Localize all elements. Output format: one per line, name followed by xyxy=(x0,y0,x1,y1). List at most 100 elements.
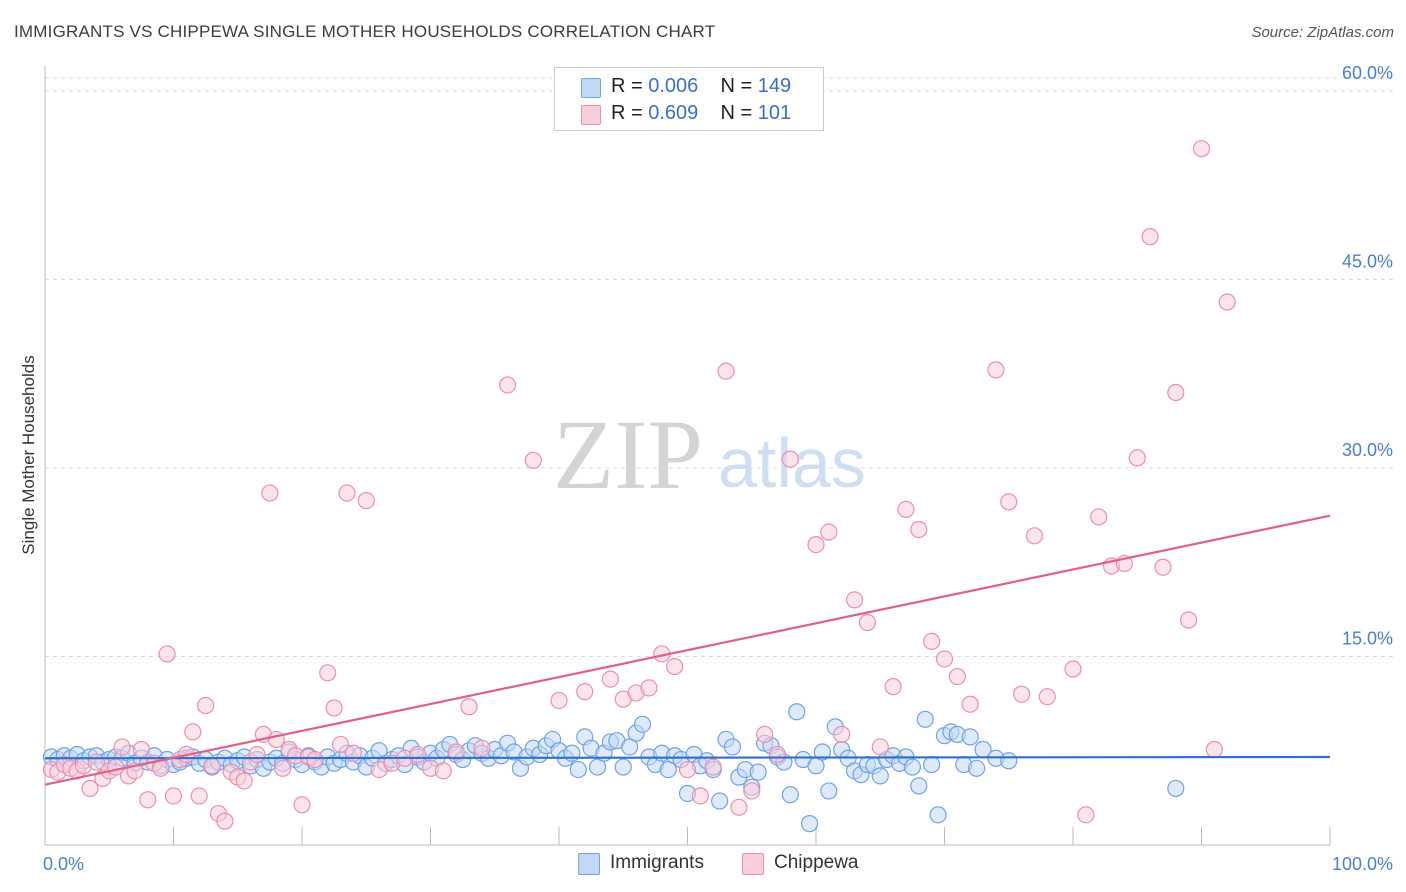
y-tick-label: 15.0% xyxy=(1342,628,1393,648)
chippewa-point xyxy=(338,484,356,502)
chippewa-point xyxy=(781,450,799,468)
chippewa-point xyxy=(248,745,266,764)
chippewa-point xyxy=(197,696,215,715)
immigrants-point xyxy=(781,786,799,804)
immigrants-point xyxy=(621,738,639,756)
tick-labels: 15.0% 30.0% 45.0% 60.0% 0.0% 100.0% xyxy=(43,63,1393,874)
chippewa-point xyxy=(1064,660,1082,678)
chippewa-point xyxy=(704,758,722,776)
immigrants-legend-swatch xyxy=(578,853,600,875)
chippewa-point xyxy=(768,745,787,764)
chippewa-points xyxy=(42,140,1236,830)
axes xyxy=(44,66,1331,846)
chippewa-point xyxy=(601,670,620,688)
chippewa-point xyxy=(325,699,343,717)
chippewa-point xyxy=(1090,508,1108,526)
chippewa-point xyxy=(499,376,517,394)
chippewa-point xyxy=(640,679,658,697)
immigrants-point xyxy=(871,767,889,785)
chippewa-point xyxy=(409,745,427,764)
immigrants-point xyxy=(749,763,767,781)
y-tick-label: 45.0% xyxy=(1342,251,1393,271)
chippewa-point xyxy=(858,613,877,632)
legend-r-label: R = xyxy=(611,75,643,97)
chippewa-point xyxy=(331,735,350,754)
chippewa-point xyxy=(884,678,902,696)
immigrants-point xyxy=(711,792,729,810)
chippewa-point xyxy=(743,782,761,800)
chippewa-point xyxy=(845,591,864,609)
watermark-zip: ZIP xyxy=(553,399,703,510)
chippewa-point xyxy=(473,739,491,757)
chippewa-point xyxy=(1154,558,1172,576)
legend-n-label: N = xyxy=(720,102,753,124)
x-tick-label: 100.0% xyxy=(1332,854,1393,874)
chippewa-point xyxy=(113,738,131,756)
chippewa-trend-line xyxy=(44,514,1331,786)
immigrants-point xyxy=(1000,752,1018,770)
immigrants-point xyxy=(813,743,832,761)
chippewa-point xyxy=(524,451,542,469)
chippewa-point xyxy=(678,760,697,779)
chippewa-legend-swatch xyxy=(742,853,764,875)
immigrants-point xyxy=(968,759,986,777)
immigrants-point xyxy=(800,815,819,833)
chippewa-point xyxy=(216,812,234,830)
legend-r-label: R = xyxy=(611,102,643,124)
chippewa-point xyxy=(447,743,465,761)
immigrants-point xyxy=(723,738,742,756)
chippewa-point xyxy=(550,691,568,710)
chippewa-point xyxy=(460,698,478,716)
chippewa-point xyxy=(755,725,774,743)
legend-r-value-immigrants: 0.006 xyxy=(648,75,699,97)
immigrants-point xyxy=(929,806,947,824)
chippewa-point xyxy=(357,492,375,510)
watermark: ZIP atlas xyxy=(553,399,866,510)
immigrants-point xyxy=(588,758,607,776)
chippewa-point xyxy=(923,632,941,650)
immigrants-point xyxy=(569,760,587,779)
chippewa-point xyxy=(139,791,157,809)
immigrants-trend-line xyxy=(44,755,1331,760)
chippewa-point xyxy=(319,664,337,682)
chippewa-point xyxy=(897,500,915,519)
legend-n-label: N = xyxy=(720,75,753,97)
chippewa-point xyxy=(910,520,928,539)
chippewa-point xyxy=(717,362,735,380)
trend-lines xyxy=(44,514,1331,786)
y-axis-label: Single Mother Households xyxy=(19,355,38,554)
chippewa-point xyxy=(306,750,324,769)
legend-n-value-immigrants: 149 xyxy=(757,75,792,97)
immigrants-point xyxy=(910,777,928,795)
chippewa-point xyxy=(1000,493,1018,511)
legend-r-value-chippewa: 0.609 xyxy=(648,102,699,124)
chippewa-point xyxy=(1128,449,1146,467)
chippewa-point xyxy=(1192,140,1211,158)
immigrants-point xyxy=(961,728,979,746)
chippewa-point xyxy=(820,523,838,541)
chippewa-point xyxy=(576,683,594,701)
chippewa-point xyxy=(261,484,279,502)
chart-title: IMMIGRANTS VS CHIPPEWA SINGLE MOTHER HOU… xyxy=(14,22,716,41)
chippewa-point xyxy=(948,667,966,686)
chippewa-point xyxy=(1012,685,1031,703)
chippewa-point xyxy=(1205,740,1223,759)
immigrants-point xyxy=(788,703,806,721)
immigrants-point xyxy=(633,715,652,733)
chippewa-point xyxy=(833,725,851,743)
chippewa-point xyxy=(730,798,748,816)
y-tick-label: 60.0% xyxy=(1342,63,1393,83)
immigrants-point xyxy=(1167,779,1185,798)
chippewa-point xyxy=(666,657,684,676)
chippewa-point xyxy=(190,787,208,805)
chippewa-point xyxy=(1218,293,1236,311)
immigrants-point xyxy=(916,710,934,728)
chippewa-point xyxy=(961,695,979,713)
chippewa-point xyxy=(158,645,176,663)
chippewa-point xyxy=(691,787,709,805)
immigrants-point xyxy=(659,760,677,779)
chippewa-point xyxy=(1038,688,1056,706)
chippewa-point xyxy=(871,738,889,756)
chippewa-point xyxy=(164,787,183,805)
